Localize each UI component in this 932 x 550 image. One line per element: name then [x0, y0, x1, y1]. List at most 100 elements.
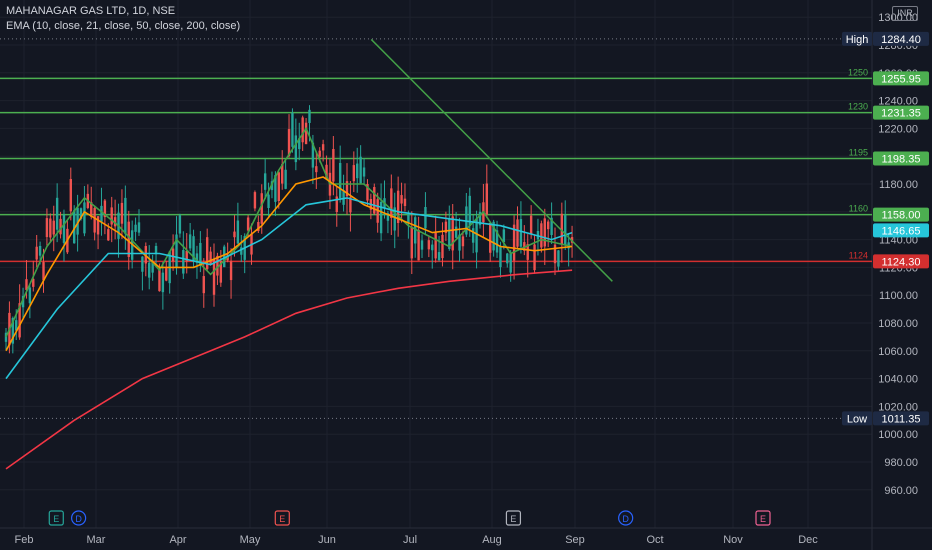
candle-body	[471, 228, 475, 243]
candle-body	[373, 187, 376, 214]
x-tick-label: Apr	[169, 534, 186, 546]
candle-body	[546, 221, 550, 230]
y-tick-label: 1080.00	[878, 318, 918, 330]
low-label-box	[842, 411, 872, 426]
candle-body	[110, 207, 113, 225]
candle-body	[461, 236, 465, 247]
event-marker-glyph: D	[622, 514, 629, 524]
candle-body	[120, 202, 124, 224]
candle-body	[209, 251, 212, 265]
candle-body	[246, 217, 250, 231]
candle-body	[28, 287, 32, 304]
x-tick-label: Mar	[87, 534, 106, 546]
candle-body	[260, 193, 263, 224]
candle-body	[127, 221, 130, 257]
candle-body	[223, 246, 226, 268]
candle-body	[294, 135, 298, 163]
y-tick-label: 980.00	[884, 457, 918, 469]
candle-body	[533, 244, 536, 271]
candle-body	[523, 242, 526, 251]
x-tick-label: Dec	[798, 534, 818, 546]
candle-body	[274, 175, 277, 202]
earnings-marker[interactable]	[505, 510, 522, 526]
candle-body	[349, 197, 352, 213]
trendline[interactable]	[370, 38, 613, 282]
candle-body	[417, 229, 420, 261]
candle-body	[560, 213, 564, 245]
candle-body	[21, 295, 25, 308]
x-tick-label: Aug	[482, 534, 502, 546]
candle-body	[55, 197, 59, 230]
high-label-box	[842, 31, 872, 46]
candle-body	[529, 215, 533, 234]
earnings-marker[interactable]	[755, 510, 771, 526]
candle-body	[79, 208, 83, 219]
x-tick-label: Sep	[565, 534, 585, 546]
candle-body	[83, 202, 86, 234]
candle-body	[407, 214, 410, 224]
candle-body	[212, 259, 216, 295]
candle-body	[304, 122, 308, 145]
level-tag-text: 1198.35	[882, 153, 921, 165]
indicator-legend[interactable]: EMA (10, close, 21, close, 50, close, 20…	[6, 20, 241, 32]
level-tag-text: 1158.00	[882, 210, 921, 222]
candle-body	[178, 215, 182, 234]
candle-body	[59, 218, 62, 235]
dividend-marker[interactable]	[71, 510, 87, 526]
candle-body	[216, 255, 219, 276]
x-tick-label: May	[240, 534, 261, 546]
dividend-marker[interactable]	[618, 510, 634, 526]
ema-line	[5, 197, 573, 380]
candle-body	[151, 261, 154, 273]
candle-body	[18, 303, 21, 338]
candle-body	[424, 206, 427, 229]
candle-body	[175, 234, 178, 268]
candle-body	[335, 196, 338, 212]
level-label: 1124	[849, 250, 868, 260]
candle-body	[325, 164, 328, 179]
candle-body	[134, 224, 137, 232]
low-tag-text: 1011.35	[882, 413, 921, 425]
y-tick-label: 1040.00	[878, 374, 918, 386]
level-tag	[873, 207, 929, 222]
candle-body	[103, 200, 107, 218]
y-tick-label: 1000.00	[878, 429, 918, 441]
candle-body	[342, 190, 345, 205]
candle-body	[420, 240, 424, 250]
candle-body	[366, 183, 369, 201]
candle-body	[502, 229, 506, 243]
candle-body	[345, 181, 349, 197]
y-tick-label: 1180.00	[879, 179, 918, 191]
candle-body	[448, 219, 451, 249]
candle-body	[444, 221, 448, 233]
x-tick-label: Oct	[646, 534, 663, 546]
earnings-marker[interactable]	[48, 510, 64, 526]
candle-body	[458, 234, 461, 251]
high-label: High	[846, 34, 869, 46]
level-tag	[873, 105, 929, 120]
candle-body	[192, 236, 195, 261]
candle-body	[188, 234, 192, 249]
level-tag	[873, 151, 929, 166]
candle-body	[49, 218, 52, 238]
candle-body	[410, 226, 413, 259]
candle-body	[263, 173, 267, 190]
level-tag	[873, 71, 929, 86]
candle-body	[434, 232, 437, 259]
candle-body	[25, 279, 28, 290]
currency-badge[interactable]: INR	[892, 6, 918, 21]
candle-body	[485, 183, 489, 215]
candle-body	[475, 218, 478, 253]
candle-body	[495, 230, 499, 253]
y-tick-label: 1220.00	[878, 123, 918, 135]
candle-body	[100, 205, 103, 222]
earnings-marker[interactable]	[274, 510, 290, 526]
candle-body	[165, 268, 168, 281]
candle-body	[161, 272, 165, 293]
candle-body	[69, 179, 72, 212]
candle-body	[45, 218, 49, 238]
candle-body	[298, 138, 301, 150]
ema-line	[5, 269, 573, 470]
candle-body	[427, 240, 431, 250]
